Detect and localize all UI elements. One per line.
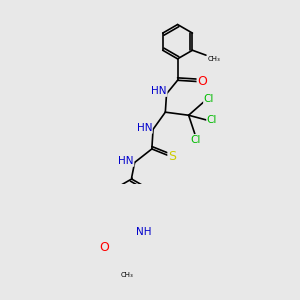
Text: Cl: Cl — [191, 135, 201, 145]
Text: CH₃: CH₃ — [120, 272, 133, 278]
Text: HN: HN — [137, 123, 152, 133]
Text: O: O — [99, 241, 109, 254]
Text: S: S — [168, 150, 176, 163]
Text: NH: NH — [136, 227, 151, 237]
Text: Cl: Cl — [204, 94, 214, 104]
Text: CH₃: CH₃ — [207, 56, 220, 62]
Text: HN: HN — [152, 86, 167, 96]
Text: O: O — [197, 75, 207, 88]
Text: HN: HN — [118, 156, 134, 166]
Text: Cl: Cl — [207, 115, 217, 125]
